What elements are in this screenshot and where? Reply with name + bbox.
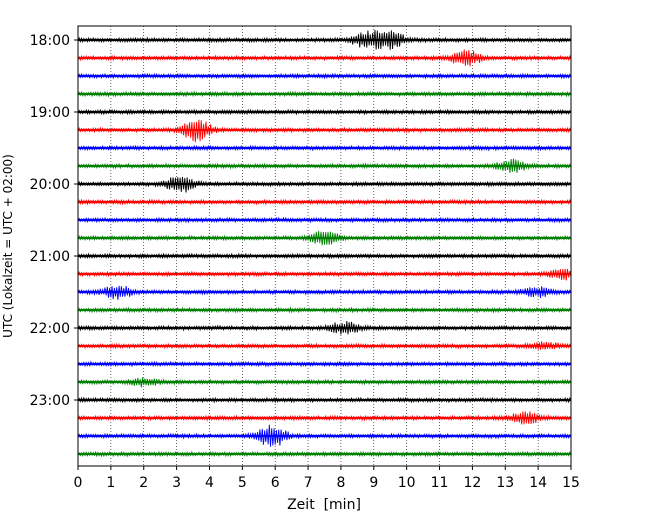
x-tick-label: 12 xyxy=(463,475,481,491)
seismogram-trace xyxy=(77,216,572,224)
y-axis-ticks: 18:00 19:00 20:00 21:00 22:00 23:00 xyxy=(30,33,78,409)
seismogram-trace xyxy=(77,320,572,335)
plot-frame xyxy=(77,25,572,467)
x-tick-label: 9 xyxy=(369,475,378,491)
x-axis-label: Zeit [min] xyxy=(287,497,361,513)
seismogram-trace xyxy=(77,198,572,206)
x-tick-label: 14 xyxy=(529,475,547,491)
seismogram-trace xyxy=(77,411,572,425)
traces xyxy=(77,29,572,458)
seismogram-trace xyxy=(77,144,572,152)
grid xyxy=(110,26,539,466)
seismogram-trace xyxy=(77,158,572,173)
y-tick-label: 18:00 xyxy=(30,33,70,49)
seismogram-trace xyxy=(77,252,572,260)
seismogram-trace xyxy=(77,268,572,281)
y-tick-label: 21:00 xyxy=(30,249,70,265)
x-tick-label: 6 xyxy=(271,475,280,491)
x-tick-label: 13 xyxy=(496,475,514,491)
x-tick-label: 3 xyxy=(172,475,181,491)
x-tick-label: 10 xyxy=(398,475,416,491)
seismogram-trace xyxy=(77,424,572,447)
x-tick-label: 0 xyxy=(74,475,83,491)
seismogram-trace xyxy=(77,341,572,350)
x-tick-label: 7 xyxy=(304,475,313,491)
seismogram-trace xyxy=(77,377,572,388)
seismogram-trace xyxy=(77,176,572,193)
seismogram-trace xyxy=(77,450,572,458)
y-axis-label: UTC (Lokalzeit = UTC + 02:00) xyxy=(1,154,15,338)
seismogram-trace xyxy=(77,396,572,404)
y-tick-label: 22:00 xyxy=(30,321,70,337)
seismogram-trace xyxy=(77,29,572,50)
seismogram-trace xyxy=(77,306,572,314)
x-axis-ticks: 0 1 2 3 4 5 6 7 8 9 10 11 12 13 14 15 xyxy=(74,466,580,491)
x-tick-label: 2 xyxy=(139,475,148,491)
y-tick-label: 23:00 xyxy=(30,393,70,409)
seismogram-trace xyxy=(77,49,572,67)
seismogram-trace xyxy=(77,72,572,80)
seismogram-trace xyxy=(77,119,572,143)
seismogram-trace xyxy=(77,108,572,116)
x-tick-label: 1 xyxy=(106,475,115,491)
seismogram-trace xyxy=(77,285,572,300)
y-tick-label: 19:00 xyxy=(30,105,70,121)
seismogram-trace xyxy=(77,90,572,98)
x-tick-label: 8 xyxy=(336,475,345,491)
seismogram-trace xyxy=(77,231,572,246)
x-tick-label: 11 xyxy=(431,475,449,491)
x-tick-label: 4 xyxy=(205,475,214,491)
seismogram-trace xyxy=(77,360,572,368)
x-tick-label: 5 xyxy=(238,475,247,491)
x-tick-label: 15 xyxy=(562,475,580,491)
y-tick-label: 20:00 xyxy=(30,177,70,193)
